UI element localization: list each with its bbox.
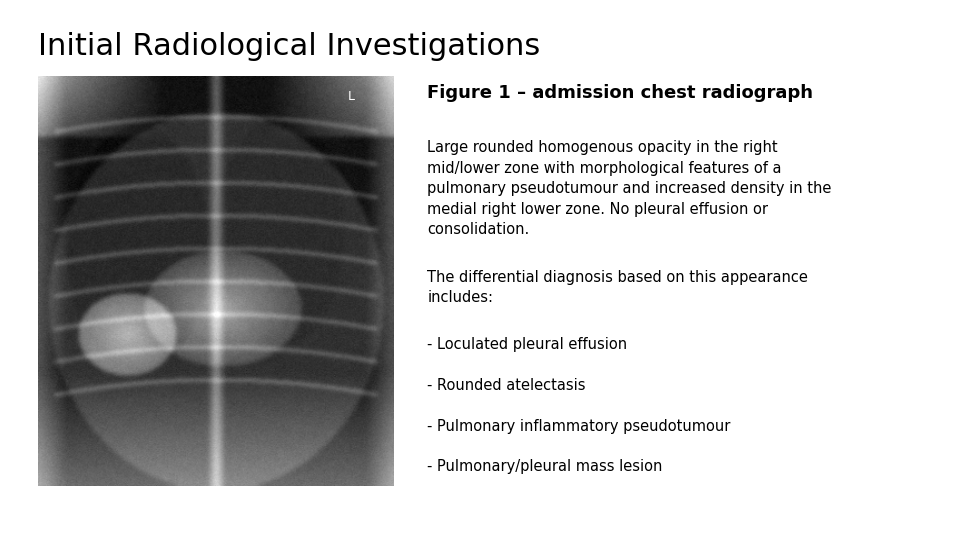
Text: The differential diagnosis based on this appearance
includes:: The differential diagnosis based on this… — [427, 270, 808, 306]
Text: - Loculated pleural effusion: - Loculated pleural effusion — [427, 338, 627, 353]
Text: - Pulmonary/pleural mass lesion: - Pulmonary/pleural mass lesion — [427, 459, 662, 474]
Text: - Rounded atelectasis: - Rounded atelectasis — [427, 378, 586, 393]
Text: - Pulmonary inflammatory pseudotumour: - Pulmonary inflammatory pseudotumour — [427, 418, 731, 434]
Text: L: L — [348, 90, 354, 103]
Text: Large rounded homogenous opacity in the right
mid/lower zone with morphological : Large rounded homogenous opacity in the … — [427, 140, 831, 237]
Text: Initial Radiological Investigations: Initial Radiological Investigations — [38, 32, 540, 62]
Text: Figure 1 – admission chest radiograph: Figure 1 – admission chest radiograph — [427, 84, 813, 102]
